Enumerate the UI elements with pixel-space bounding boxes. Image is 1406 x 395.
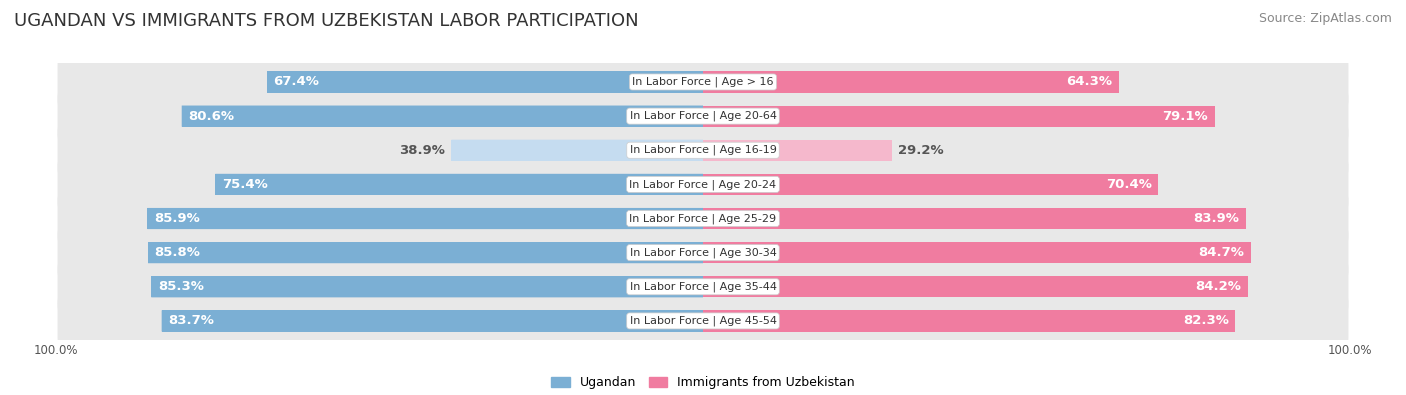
Text: 85.9%: 85.9% [153,212,200,225]
Bar [703,105,1215,127]
FancyBboxPatch shape [152,276,703,297]
FancyBboxPatch shape [58,295,1348,347]
Bar [451,140,703,161]
Text: In Labor Force | Age 16-19: In Labor Force | Age 16-19 [630,145,776,156]
Legend: Ugandan, Immigrants from Uzbekistan: Ugandan, Immigrants from Uzbekistan [546,371,860,394]
Text: In Labor Force | Age 20-64: In Labor Force | Age 20-64 [630,111,776,121]
Text: 85.3%: 85.3% [157,280,204,293]
Text: 38.9%: 38.9% [399,144,444,157]
FancyBboxPatch shape [148,242,703,263]
FancyBboxPatch shape [181,105,703,127]
Text: 67.4%: 67.4% [274,75,319,88]
Text: 64.3%: 64.3% [1066,75,1112,88]
Text: 80.6%: 80.6% [188,109,235,122]
Text: 83.7%: 83.7% [169,314,214,327]
FancyBboxPatch shape [58,124,1348,176]
Bar [703,310,1236,331]
Bar [267,71,703,92]
FancyBboxPatch shape [58,227,1348,278]
Bar [148,208,703,229]
FancyBboxPatch shape [148,208,703,229]
Text: In Labor Force | Age 45-54: In Labor Force | Age 45-54 [630,316,776,326]
FancyBboxPatch shape [215,174,703,195]
FancyBboxPatch shape [58,261,1348,313]
FancyBboxPatch shape [58,90,1348,142]
FancyBboxPatch shape [451,140,703,161]
Bar [162,310,703,331]
FancyBboxPatch shape [58,56,1348,108]
Text: In Labor Force | Age 35-44: In Labor Force | Age 35-44 [630,282,776,292]
FancyBboxPatch shape [162,310,703,331]
Text: In Labor Force | Age 25-29: In Labor Force | Age 25-29 [630,213,776,224]
Bar [703,140,891,161]
FancyBboxPatch shape [58,193,1348,245]
Bar [703,242,1251,263]
Bar [152,276,703,297]
Text: 75.4%: 75.4% [222,178,267,191]
FancyBboxPatch shape [267,71,703,92]
Text: In Labor Force | Age 30-34: In Labor Force | Age 30-34 [630,247,776,258]
Text: Source: ZipAtlas.com: Source: ZipAtlas.com [1258,12,1392,25]
Bar [148,242,703,263]
Text: 84.2%: 84.2% [1195,280,1241,293]
Text: In Labor Force | Age 20-24: In Labor Force | Age 20-24 [630,179,776,190]
Text: 83.9%: 83.9% [1194,212,1239,225]
Bar [181,105,703,127]
Bar [703,208,1246,229]
Bar [703,276,1247,297]
Text: 29.2%: 29.2% [898,144,943,157]
FancyBboxPatch shape [58,158,1348,210]
Text: UGANDAN VS IMMIGRANTS FROM UZBEKISTAN LABOR PARTICIPATION: UGANDAN VS IMMIGRANTS FROM UZBEKISTAN LA… [14,12,638,30]
Text: In Labor Force | Age > 16: In Labor Force | Age > 16 [633,77,773,87]
Text: 84.7%: 84.7% [1198,246,1244,259]
Bar [215,174,703,195]
Text: 82.3%: 82.3% [1182,314,1229,327]
Bar [703,71,1119,92]
Text: 85.8%: 85.8% [155,246,201,259]
Text: 79.1%: 79.1% [1163,109,1208,122]
Bar [703,174,1159,195]
Text: 70.4%: 70.4% [1107,178,1152,191]
